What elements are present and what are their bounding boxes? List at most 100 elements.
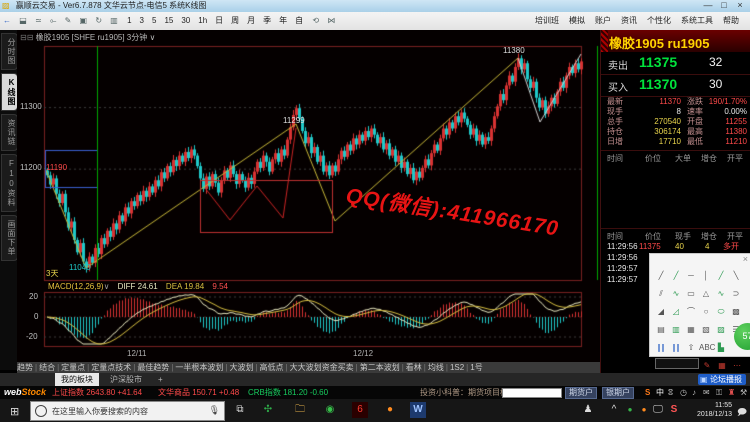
- draw-tool-icon[interactable]: ⫽: [659, 289, 663, 298]
- draw-tool-icon[interactable]: ╱: [718, 271, 724, 280]
- clock-tray-icon[interactable]: ◷: [680, 388, 687, 397]
- tray-app-icon[interactable]: ♜: [728, 388, 736, 397]
- sogou-input-icon[interactable]: S: [645, 388, 651, 397]
- draw-tool-icon[interactable]: ▙: [717, 343, 725, 352]
- trade-row[interactable]: 11:29:56: [601, 252, 750, 263]
- refresh-icon[interactable]: ↻: [95, 16, 103, 25]
- save-icon[interactable]: ▣: [79, 16, 88, 25]
- add-tab-button[interactable]: +: [158, 375, 163, 384]
- template-tab-5[interactable]: 一半根本波划: [175, 363, 224, 372]
- volume-icon[interactable]: ♪: [692, 388, 696, 397]
- macd-indicator-row[interactable]: MACD(12,26,9)∨ DIFF 24.61 DEA 19.84 9.54: [48, 282, 228, 291]
- drawing-tools-palette[interactable]: × ╱╱─│╱╲⫽∿▭△∿⊃◢◿⌒○⬭▩▤▥▦▧▨☰∥∥∥∥⇧ABC▙✎▦⋯: [649, 253, 750, 370]
- draw-tool-icon[interactable]: ─: [688, 271, 694, 280]
- draw-tool-icon[interactable]: ∿: [717, 289, 725, 298]
- draw-tool-icon[interactable]: ○: [703, 307, 709, 316]
- sidebar-tab-分时图[interactable]: 分时图: [1, 33, 18, 70]
- draw-tool-icon[interactable]: ∥∥: [672, 343, 680, 352]
- panel-drag-stripe-icon[interactable]: [601, 30, 608, 52]
- ticker-item[interactable]: CRB指数 181.20 -0.60: [248, 386, 328, 399]
- tab-hushen-stock[interactable]: 沪深股市: [110, 375, 142, 384]
- ask-row[interactable]: 卖出 11375 32: [601, 52, 750, 75]
- wrench-icon[interactable]: ⚒: [740, 388, 748, 397]
- draw-tool-icon[interactable]: ╲: [733, 271, 739, 280]
- template-tab-12[interactable]: 1S2: [449, 363, 465, 372]
- orange-tray-icon[interactable]: ●: [641, 405, 647, 414]
- trade-row[interactable]: 11:29:56 11375 40 4 多开: [601, 241, 750, 252]
- draw-tool-icon[interactable]: ▨: [717, 325, 725, 334]
- ime-zhong-icon[interactable]: 中: [656, 388, 664, 397]
- draw-tool-icon[interactable]: ABC: [699, 343, 716, 352]
- people-icon[interactable]: ♟: [583, 404, 593, 415]
- screen-icon[interactable]: ⬓: [19, 16, 27, 25]
- period-button-1h[interactable]: 1h: [198, 16, 208, 25]
- period-button-5[interactable]: 5: [151, 16, 157, 25]
- draw-tool-icon[interactable]: ⋯: [733, 361, 741, 370]
- menu-账户[interactable]: 账户: [595, 16, 611, 25]
- network-icon[interactable]: ⵓ: [668, 388, 674, 397]
- draw-tool-icon[interactable]: ✎: [703, 361, 711, 370]
- period-button-年[interactable]: 年: [279, 16, 288, 25]
- back-icon[interactable]: ←: [3, 16, 11, 25]
- sidebar-tab-画面下单[interactable]: 画面下单: [1, 215, 18, 261]
- draw-tool-icon[interactable]: ▩: [732, 307, 740, 316]
- chart-style-icon[interactable]: ▥: [110, 16, 118, 25]
- maximize-button[interactable]: □: [721, 0, 727, 10]
- draw-tool-icon[interactable]: ▦: [718, 361, 726, 370]
- microphone-icon[interactable]: 🎙: [208, 405, 220, 415]
- menu-个性化[interactable]: 个性化: [647, 16, 671, 25]
- template-tab-4[interactable]: 最佳趋势: [137, 363, 170, 372]
- menu-培训班[interactable]: 培训班: [535, 16, 559, 25]
- green-fan-app-icon[interactable]: ✣: [263, 404, 273, 415]
- period-button-自[interactable]: 自: [295, 16, 304, 25]
- period-button-3[interactable]: 3: [139, 16, 144, 25]
- chart-symbol-header[interactable]: ⊟⊟ 橡胶1905 [SHFE ru1905] 3分钟 ∨: [20, 33, 156, 42]
- quick-input-field[interactable]: [502, 388, 562, 398]
- template-tab-8[interactable]: 大大波划资金买卖: [289, 363, 354, 372]
- draw-tool-icon[interactable]: ▥: [672, 325, 680, 334]
- trade-row[interactable]: 11:29:57: [601, 263, 750, 274]
- draw-tool-icon[interactable]: ⬭: [717, 307, 725, 316]
- compare-icon[interactable]: ⋈: [327, 16, 336, 25]
- window-split-icon[interactable]: ⊟⊟: [20, 33, 36, 42]
- sogou-tray-icon[interactable]: S: [670, 404, 678, 415]
- word-app-icon[interactable]: W: [410, 402, 426, 418]
- template-tab-10[interactable]: 看林: [405, 363, 422, 372]
- template-tab-1[interactable]: 结合: [39, 363, 56, 372]
- palette-close-icon[interactable]: ×: [742, 254, 748, 264]
- menu-资讯[interactable]: 资讯: [621, 16, 637, 25]
- template-tab-11[interactable]: 均线: [427, 363, 444, 372]
- kline-canvas[interactable]: [17, 30, 600, 362]
- sidebar-tab-资讯链[interactable]: 资讯链: [1, 114, 18, 151]
- forum-broadcast-button[interactable]: 论坛播报: [698, 374, 746, 385]
- task-view-icon[interactable]: ⧉: [236, 404, 244, 415]
- antivirus-tray-icon[interactable]: ●: [627, 405, 633, 414]
- minimize-button[interactable]: —: [703, 0, 713, 10]
- draw-tool-icon[interactable]: ◢: [657, 307, 665, 316]
- ticker-item[interactable]: 上证指数 2643.80 +41.64: [52, 386, 142, 399]
- period-button-日[interactable]: 日: [215, 16, 224, 25]
- trade-row[interactable]: 11:29:57: [601, 274, 750, 285]
- ticker-item[interactable]: 文华商品 150.71 +0.48: [158, 386, 239, 399]
- green-circle-app-icon[interactable]: ◉: [325, 404, 335, 415]
- wenhua-wh6-icon[interactable]: 6: [352, 402, 368, 418]
- trendline-icon[interactable]: ≃: [35, 16, 42, 25]
- tray-expand-icon[interactable]: ^: [611, 404, 617, 415]
- template-tab-2[interactable]: 定量点: [61, 363, 86, 372]
- sidebar-tab-K线图[interactable]: K线图: [1, 73, 18, 111]
- close-button[interactable]: ×: [737, 0, 743, 10]
- draw-tool-icon[interactable]: ▧: [702, 325, 710, 334]
- menu-模拟[interactable]: 模拟: [569, 16, 585, 25]
- draw-tool-icon[interactable]: ◿: [672, 307, 680, 316]
- period-button-30[interactable]: 30: [181, 16, 191, 25]
- usb-icon[interactable]: ⚿: [716, 388, 723, 397]
- draw-tool-icon[interactable]: ▦: [687, 325, 695, 334]
- draw-tool-icon[interactable]: ∿: [672, 289, 680, 298]
- draw-tool-icon[interactable]: │: [703, 271, 709, 280]
- template-tab-9[interactable]: 第二本波划: [359, 363, 400, 372]
- color-swatch[interactable]: [655, 358, 699, 370]
- loop-icon[interactable]: ⟲: [312, 16, 320, 25]
- template-tab-6[interactable]: 大波划: [229, 363, 254, 372]
- draw-tool-icon[interactable]: ╱: [673, 271, 679, 280]
- tab-my-board[interactable]: 我的板块: [55, 373, 99, 386]
